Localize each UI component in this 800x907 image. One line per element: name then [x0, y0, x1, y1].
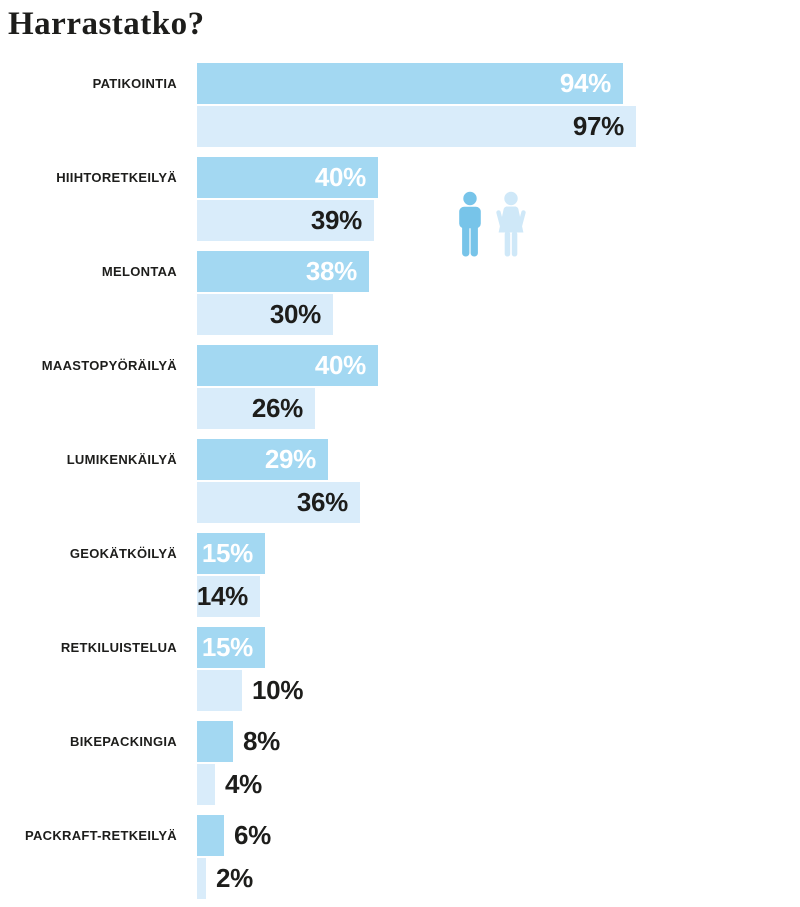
male-bar-row: 29%: [197, 438, 360, 480]
bar-group: RETKILUISTELUA 15% 10%: [0, 626, 800, 711]
bar-group: PATIKOINTIA 94% 97%: [0, 62, 800, 147]
male-bar-value: 40%: [314, 162, 366, 193]
bar-chart: PATIKOINTIA 94% 97% HIIHTORETKEILYÄ 40% 39% ME…: [0, 62, 800, 899]
male-bar-value: 40%: [314, 350, 366, 381]
female-bar-row: 30%: [197, 293, 369, 335]
female-bar-row: 4%: [197, 763, 280, 805]
female-bar-row: 39%: [197, 199, 378, 241]
female-bar-value: 39%: [310, 205, 362, 236]
bar-pair: 8% 4%: [197, 720, 280, 805]
female-bar-row: 14%: [196, 575, 265, 617]
category-label: LUMIKENKÄILYÄ: [66, 451, 177, 467]
male-bar-row: 15%: [197, 532, 265, 574]
male-bar-value: 15%: [201, 538, 253, 569]
category-label: GEOKÄTKÖILYÄ: [69, 545, 177, 561]
bar-pair: 38% 30%: [197, 250, 369, 335]
male-bar-row: 40%: [197, 344, 378, 386]
female-figure-icon: [496, 191, 526, 257]
male-bar-value: 94%: [559, 68, 611, 99]
female-bar-row: 2%: [197, 857, 271, 899]
female-bar: 30%: [197, 293, 333, 335]
category-label: MELONTAA: [101, 263, 177, 279]
bar-group: GEOKÄTKÖILYÄ 15% 14%: [0, 532, 800, 617]
legend: [456, 191, 527, 258]
category-label: MAASTOPYÖRÄILYÄ: [41, 357, 177, 373]
male-bar: [197, 814, 224, 856]
male-bar-row: 38%: [197, 250, 369, 292]
female-bar: 36%: [197, 481, 360, 523]
female-bar-value: 97%: [572, 111, 624, 142]
category-label: BIKEPACKINGIA: [70, 733, 177, 749]
male-bar-value: 6%: [234, 820, 271, 851]
male-bar-value: 8%: [243, 726, 280, 757]
female-bar: 14%: [196, 575, 260, 617]
bar-group: LUMIKENKÄILYÄ 29% 36%: [0, 438, 800, 523]
bar-group: PACKRAFT-RETKEILYÄ 6% 2%: [0, 814, 800, 899]
bar-group: HIIHTORETKEILYÄ 40% 39%: [0, 156, 800, 241]
female-bar-value: 14%: [196, 581, 248, 612]
bar-pair: 40% 39%: [197, 156, 378, 241]
female-bar-value: 4%: [225, 769, 262, 800]
bar-pair: 40% 26%: [197, 344, 378, 429]
female-bar: [197, 857, 206, 899]
female-bar-row: 36%: [197, 481, 360, 523]
male-bar: 29%: [197, 438, 328, 480]
female-bar-row: 26%: [197, 387, 378, 429]
bar-group: MELONTAA 38% 30%: [0, 250, 800, 335]
male-bar-row: 40%: [197, 156, 378, 198]
male-bar: 38%: [197, 250, 369, 292]
female-bar: 39%: [197, 199, 374, 241]
male-bar-row: 8%: [197, 720, 280, 762]
bar-pair: 15% 10%: [197, 626, 304, 711]
female-bar-row: 97%: [197, 105, 636, 147]
bar-pair: 94% 97%: [197, 62, 636, 147]
male-bar-value: 29%: [264, 444, 316, 475]
male-bar-row: 6%: [197, 814, 271, 856]
male-bar: 94%: [197, 62, 623, 104]
male-bar-value: 15%: [201, 632, 253, 663]
male-bar: 15%: [197, 626, 265, 668]
female-bar-value: 2%: [216, 863, 253, 894]
female-bar: 97%: [197, 105, 636, 147]
female-bar: [197, 669, 242, 711]
male-bar: 40%: [197, 344, 378, 386]
female-bar: [197, 763, 215, 805]
female-bar-value: 10%: [252, 675, 304, 706]
male-bar-value: 38%: [305, 256, 357, 287]
bar-pair: 29% 36%: [197, 438, 360, 523]
category-label: HIIHTORETKEILYÄ: [56, 169, 177, 185]
bar-pair: 15% 14%: [196, 532, 265, 617]
male-figure-icon: [459, 191, 481, 257]
female-bar-value: 36%: [296, 487, 348, 518]
male-bar-row: 15%: [197, 626, 303, 668]
category-label: RETKILUISTELUA: [60, 639, 177, 655]
male-bar: 15%: [197, 532, 265, 574]
male-bar-row: 94%: [197, 62, 636, 104]
bar-group: MAASTOPYÖRÄILYÄ 40% 26%: [0, 344, 800, 429]
female-bar-row: 10%: [197, 669, 304, 711]
female-bar: 26%: [197, 387, 315, 429]
male-bar: [197, 720, 233, 762]
chart-title: Harrastatko?: [8, 6, 205, 42]
female-bar-value: 26%: [251, 393, 303, 424]
category-label: PACKRAFT-RETKEILYÄ: [24, 827, 177, 843]
female-bar-value: 30%: [269, 299, 321, 330]
bar-group: BIKEPACKINGIA 8% 4%: [0, 720, 800, 805]
bar-pair: 6% 2%: [197, 814, 271, 899]
category-label: PATIKOINTIA: [92, 75, 177, 91]
male-bar: 40%: [197, 156, 378, 198]
